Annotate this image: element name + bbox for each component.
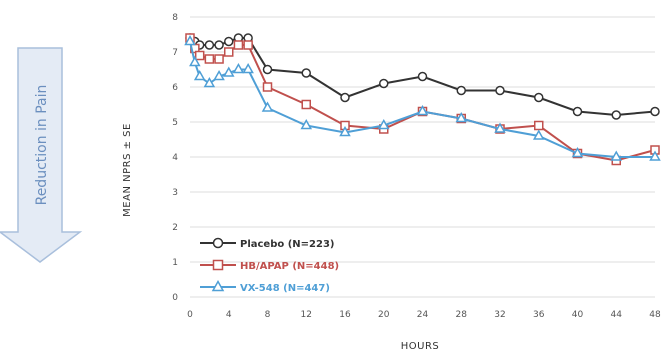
data-point xyxy=(189,55,201,67)
data-point xyxy=(203,76,216,88)
x-tick-label: 4 xyxy=(226,310,232,320)
data-point xyxy=(455,111,468,123)
data-point xyxy=(184,34,196,46)
data-point xyxy=(222,66,235,77)
y-tick-label: 1 xyxy=(172,258,178,268)
data-point xyxy=(262,64,273,75)
legend-label: HB/APAP (N=448) xyxy=(240,261,339,272)
data-point xyxy=(214,40,224,50)
data-point xyxy=(572,106,583,117)
data-point xyxy=(262,82,273,92)
y-tick-label: 7 xyxy=(172,48,178,58)
data-point xyxy=(212,237,224,249)
x-tick-label: 0 xyxy=(187,310,193,320)
data-point xyxy=(534,120,544,131)
x-tick-label: 8 xyxy=(265,310,271,320)
data-point xyxy=(301,68,311,78)
legend-item: Placebo (N=223) xyxy=(200,237,335,250)
data-point xyxy=(532,129,545,140)
data-point xyxy=(649,150,661,161)
x-tick-label: 28 xyxy=(456,310,468,320)
data-point xyxy=(417,71,428,82)
legend-item: VX-548 (N=447) xyxy=(200,279,330,294)
data-point xyxy=(339,125,351,137)
y-tick-label: 3 xyxy=(172,188,178,198)
data-point xyxy=(233,40,244,50)
grid-lines xyxy=(190,16,655,298)
data-point xyxy=(212,259,224,271)
y-tick-label: 8 xyxy=(172,13,178,23)
series-group xyxy=(184,33,661,166)
data-point xyxy=(242,62,254,74)
data-point xyxy=(416,104,429,116)
data-point xyxy=(534,92,544,103)
side-label: Reduction in Pain xyxy=(34,85,50,206)
y-tick-label: 2 xyxy=(172,223,178,233)
data-point xyxy=(211,279,225,292)
x-tick-label: 48 xyxy=(649,310,661,320)
x-tick-label: 20 xyxy=(378,310,390,320)
legend-item: HB/APAP (N=448) xyxy=(200,259,339,272)
x-tick-label: 16 xyxy=(339,310,351,320)
data-point xyxy=(214,54,224,64)
data-point xyxy=(611,110,621,120)
x-axis-ticks: 0 4 8 12 16 20 24 28 32 36 40 44 48 xyxy=(187,310,661,320)
x-tick-label: 36 xyxy=(533,310,545,320)
x-tick-label: 40 xyxy=(572,310,584,320)
y-tick-label: 0 xyxy=(172,293,178,303)
data-point xyxy=(379,78,389,89)
series-line xyxy=(189,41,655,158)
data-point xyxy=(610,150,623,161)
data-point xyxy=(571,146,584,158)
data-point xyxy=(494,122,506,133)
x-tick-label: 32 xyxy=(494,310,505,320)
y-tick-label: 5 xyxy=(172,118,178,128)
x-tick-label: 24 xyxy=(417,310,429,320)
data-point xyxy=(300,118,313,130)
data-point xyxy=(194,50,205,61)
x-tick-label: 12 xyxy=(301,310,312,320)
legend: Placebo (N=223) HB/APAP (N=448) VX-548 (N=… xyxy=(200,237,339,294)
data-point xyxy=(340,92,350,103)
y-axis-ticks: 0 1 2 3 4 5 6 7 8 xyxy=(172,13,178,303)
x-tick-label: 44 xyxy=(611,310,623,320)
data-point xyxy=(224,47,234,57)
y-tick-label: 6 xyxy=(172,83,178,93)
data-point xyxy=(243,40,253,50)
data-point xyxy=(232,62,245,74)
data-point xyxy=(213,69,225,81)
data-point xyxy=(377,118,390,130)
series-triangle xyxy=(184,34,661,161)
data-point xyxy=(495,85,505,96)
data-point xyxy=(650,106,660,117)
y-tick-label: 4 xyxy=(172,153,178,163)
data-point xyxy=(193,69,206,81)
x-axis-label: HOURS xyxy=(401,341,440,352)
legend-label: VX-548 (N=447) xyxy=(240,283,330,294)
reduction-arrow: Reduction in Pain xyxy=(0,47,83,263)
data-point xyxy=(456,85,466,96)
data-point xyxy=(261,101,274,112)
legend-label: Placebo (N=223) xyxy=(240,239,335,250)
y-axis-label: MEAN NPRS ± SE xyxy=(122,123,133,217)
data-point xyxy=(204,40,215,50)
data-point xyxy=(301,99,311,110)
data-point xyxy=(224,36,234,47)
data-point xyxy=(204,54,215,64)
